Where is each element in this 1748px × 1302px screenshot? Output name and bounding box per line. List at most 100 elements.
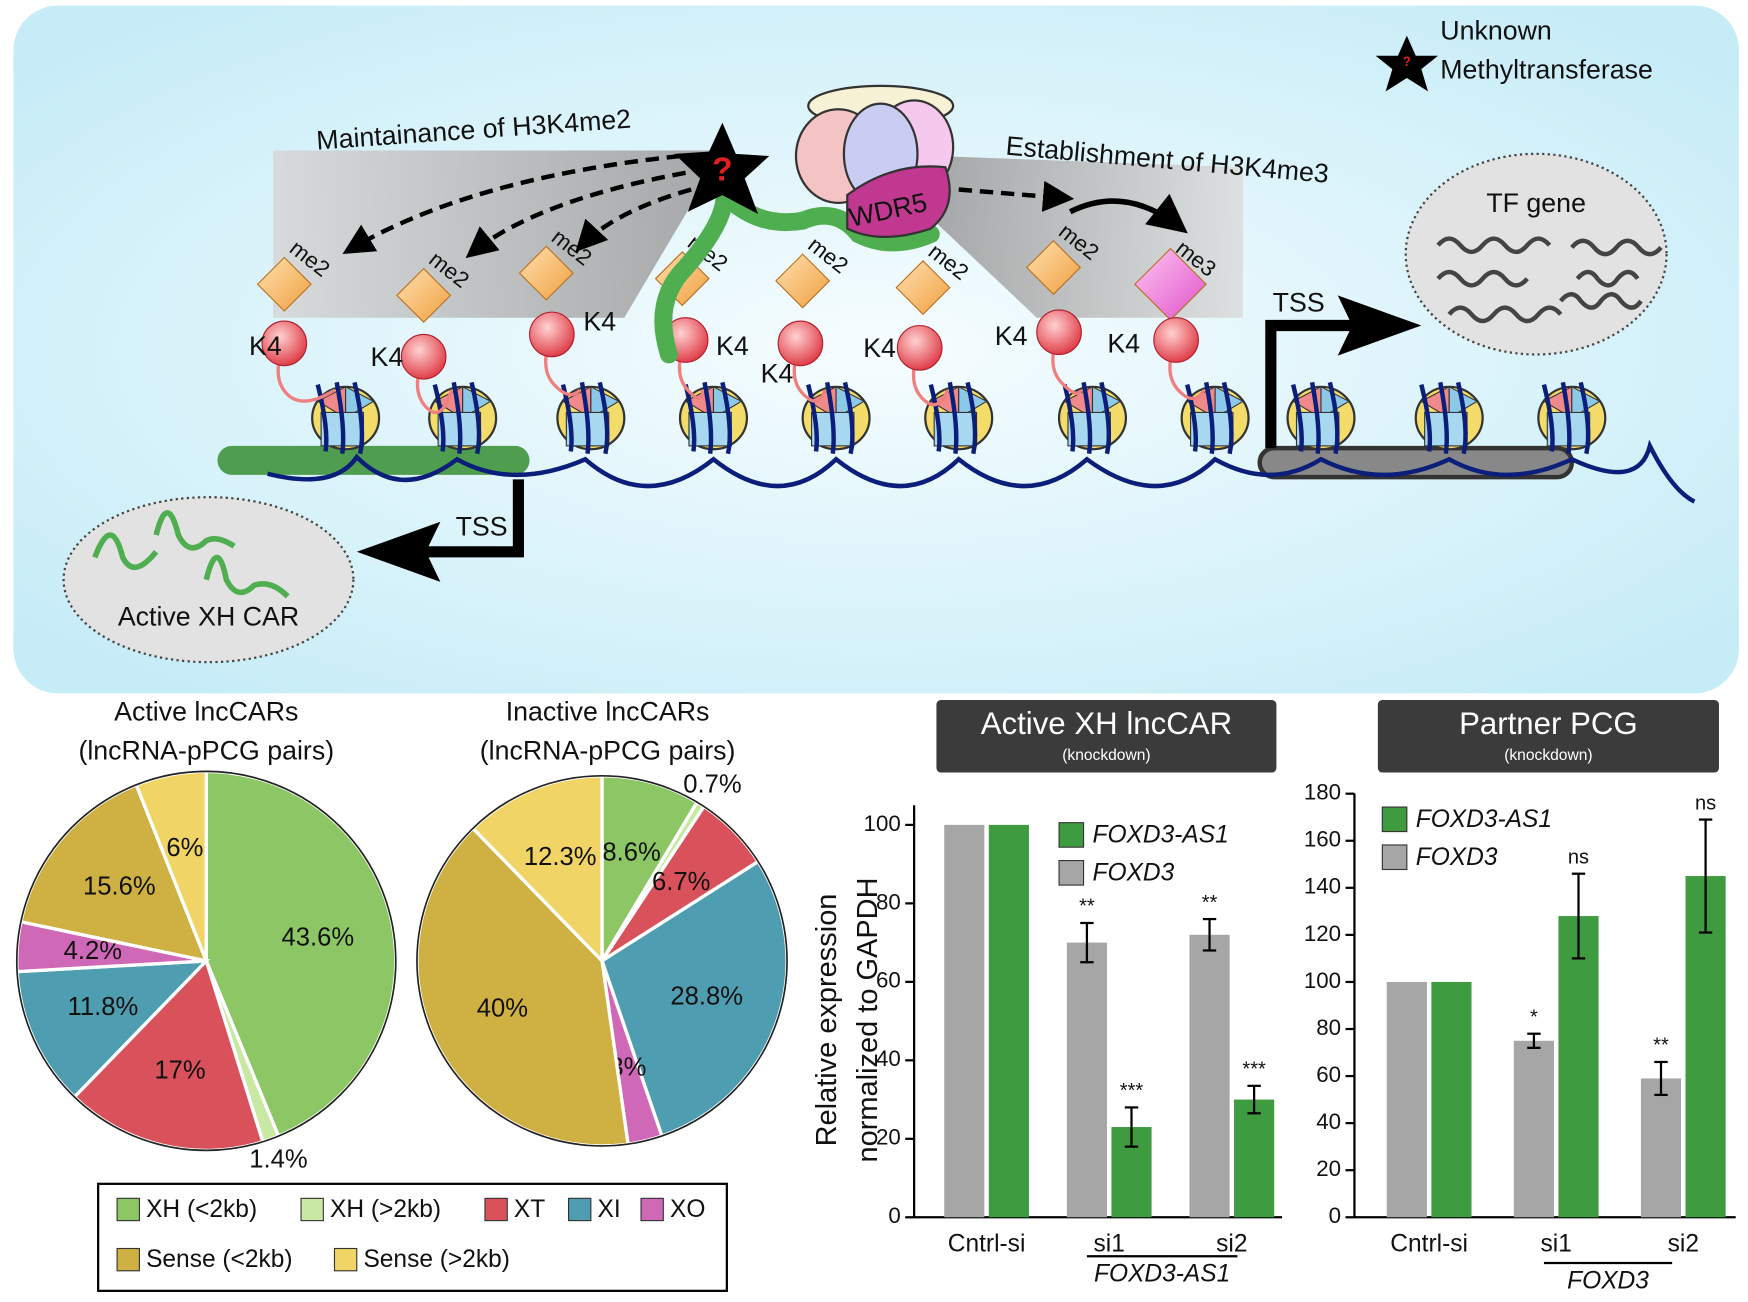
legend-label: FOXD3-AS1 [1416,806,1552,833]
tss-arrow [401,479,524,558]
nucleosome [678,381,749,455]
methyl-mark [895,260,951,316]
y-tick-label: 0 [1329,1203,1341,1228]
x-tick-label: si2 [1216,1231,1247,1258]
wdr5 [846,165,951,238]
x-tick-label: Cntrl-si [948,1231,1026,1258]
tss-arrow [1265,319,1372,449]
y-tick-label: 100 [864,811,901,836]
methyl-mark [518,245,574,301]
y-axis-label: normalized to GAPDH [852,877,884,1162]
pie-outline [15,770,397,1152]
y-tick-label: 20 [1316,1156,1341,1181]
pie-legend [97,1182,728,1292]
establish-arrow [1068,193,1188,234]
y-tick-label: 60 [876,968,901,993]
rna-squiggle [92,510,290,599]
legend-star-mark: ? [1403,54,1411,69]
y-tick-label: 40 [876,1046,901,1071]
nucleosome [1537,381,1607,455]
bar [1558,916,1599,1218]
legend-label: XT [514,1196,545,1223]
nucleosome [1286,381,1356,455]
nucleosome [556,381,626,455]
legend-swatch [1058,860,1085,886]
legend-label: FOXD3-AS1 [1092,822,1228,849]
methyltransferase [674,122,770,215]
lysine [896,324,943,371]
bar [988,824,1029,1218]
y-tick-label: 180 [1304,780,1341,805]
slice-label: 28.8% [670,982,743,1010]
legend-swatch [1381,844,1408,871]
significance: * [1530,1006,1538,1028]
y-tick-label: 0 [888,1203,900,1228]
pie-title: Active lncCARs [114,696,298,726]
lysine [400,333,447,380]
dna-wrap [432,381,482,455]
slice-label: 43.6% [281,924,354,952]
pie-subtitle: (lncRNA-pPCG pairs) [480,736,736,766]
residue-label: K4 [995,321,1028,351]
slice-label: 6.7% [652,868,710,896]
lysine [1036,309,1082,356]
panel-title: Partner PCG [1459,706,1638,741]
y-tick-label: 100 [1304,968,1341,993]
group-label: FOXD3-AS1 [1094,1261,1230,1288]
legend-swatch [116,1247,140,1272]
dna-wrap [1541,381,1591,455]
dna-wrap [1290,381,1340,455]
y-axis-label: Relative expression [811,894,843,1147]
dna-wrap [806,381,855,455]
panel-subtitle: (knockdown) [1062,747,1150,764]
target-label: TF gene [1486,188,1586,218]
panel-header [936,700,1277,773]
legend-label: Sense (>2kb) [363,1246,510,1273]
legend-label: XO [670,1196,705,1223]
y-tick-label: 60 [1316,1062,1341,1087]
legend-text: Unknown [1440,15,1552,45]
legend-label: FOXD3 [1092,859,1174,886]
slice-label: 17% [154,1056,205,1084]
legend-star [1375,35,1439,92]
panel-title: Active XH lncCAR [981,706,1232,741]
lysine [528,311,575,358]
legend-swatch [333,1247,358,1272]
mrna-squiggle [1436,236,1663,324]
legend-label: XI [598,1196,621,1223]
significance: *** [1120,1080,1144,1102]
lncrna [654,173,940,364]
significance: ns [1568,846,1589,868]
y-tick-label: 80 [876,889,901,914]
legend-label: XH (<2kb) [146,1196,257,1223]
tss-arrowhead [1337,295,1422,356]
legend-label: FOXD3 [1416,844,1498,871]
dna-wrap [683,381,733,455]
residue-label: K4 [716,331,749,361]
methyl-mark [256,256,312,312]
pie-outline [416,775,788,1147]
legend-text: Methyltransferase [1440,54,1653,84]
x-tick-label: Cntrl-si [1390,1231,1468,1258]
panel-subtitle: (knockdown) [1504,747,1592,764]
nucleosome [801,381,871,455]
lysine [1153,317,1199,363]
significance: ns [1695,792,1716,814]
legend-swatch [568,1197,592,1222]
significance: ** [1079,896,1095,918]
dna-wrap [928,381,978,455]
nucleosome [311,381,381,455]
slice-label: 15.6% [83,872,156,900]
y-tick-label: 40 [1316,1109,1341,1134]
pie-subtitle: (lncRNA-pPCG pairs) [78,736,334,766]
bar [1431,981,1472,1218]
residue-label: K4 [1107,329,1140,359]
transcript-bubble [1404,152,1668,356]
dna-wrap [1062,381,1112,455]
dna [267,439,1696,504]
residue-label: K4 [249,331,282,361]
slice-label: 40% [477,995,528,1023]
panel-header [1377,700,1719,773]
significance: *** [1242,1059,1266,1081]
